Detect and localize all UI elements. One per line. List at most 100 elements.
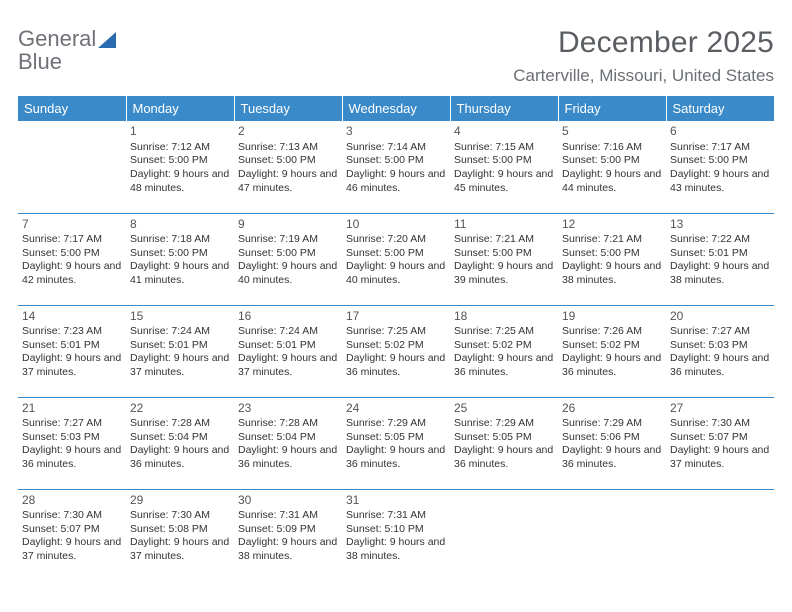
calendar-day-cell: 21Sunrise: 7:27 AMSunset: 5:03 PMDayligh… <box>18 397 126 489</box>
sunset-text: Sunset: 5:02 PM <box>454 339 554 353</box>
sunset-text: Sunset: 5:00 PM <box>238 247 338 261</box>
day-number: 14 <box>22 309 122 325</box>
day-number: 22 <box>130 401 230 417</box>
sunrise-text: Sunrise: 7:28 AM <box>238 417 338 431</box>
sunrise-text: Sunrise: 7:25 AM <box>454 325 554 339</box>
day-number: 31 <box>346 493 446 509</box>
calendar-day-cell: 28Sunrise: 7:30 AMSunset: 5:07 PMDayligh… <box>18 489 126 581</box>
daylight-text: Daylight: 9 hours and 37 minutes. <box>238 352 338 379</box>
calendar-day-cell: 12Sunrise: 7:21 AMSunset: 5:00 PMDayligh… <box>558 213 666 305</box>
day-number: 15 <box>130 309 230 325</box>
daylight-text: Daylight: 9 hours and 36 minutes. <box>22 444 122 471</box>
calendar-day-cell: 19Sunrise: 7:26 AMSunset: 5:02 PMDayligh… <box>558 305 666 397</box>
sunrise-text: Sunrise: 7:28 AM <box>130 417 230 431</box>
sunrise-text: Sunrise: 7:17 AM <box>22 233 122 247</box>
daylight-text: Daylight: 9 hours and 40 minutes. <box>238 260 338 287</box>
calendar-week-row: 7Sunrise: 7:17 AMSunset: 5:00 PMDaylight… <box>18 213 774 305</box>
calendar-day-cell: 16Sunrise: 7:24 AMSunset: 5:01 PMDayligh… <box>234 305 342 397</box>
sunset-text: Sunset: 5:00 PM <box>454 247 554 261</box>
calendar-day-cell: 14Sunrise: 7:23 AMSunset: 5:01 PMDayligh… <box>18 305 126 397</box>
daylight-text: Daylight: 9 hours and 44 minutes. <box>562 168 662 195</box>
sunrise-text: Sunrise: 7:24 AM <box>238 325 338 339</box>
brand-name-blue: Blue <box>18 49 62 74</box>
day-number: 28 <box>22 493 122 509</box>
sunrise-text: Sunrise: 7:21 AM <box>562 233 662 247</box>
daylight-text: Daylight: 9 hours and 42 minutes. <box>22 260 122 287</box>
calendar-day-cell: 24Sunrise: 7:29 AMSunset: 5:05 PMDayligh… <box>342 397 450 489</box>
day-number: 24 <box>346 401 446 417</box>
daylight-text: Daylight: 9 hours and 36 minutes. <box>238 444 338 471</box>
sunset-text: Sunset: 5:07 PM <box>670 431 770 445</box>
calendar-day-cell: 11Sunrise: 7:21 AMSunset: 5:00 PMDayligh… <box>450 213 558 305</box>
sunrise-text: Sunrise: 7:27 AM <box>22 417 122 431</box>
sunrise-text: Sunrise: 7:31 AM <box>238 509 338 523</box>
calendar-day-cell: 7Sunrise: 7:17 AMSunset: 5:00 PMDaylight… <box>18 213 126 305</box>
calendar-day-cell: 4Sunrise: 7:15 AMSunset: 5:00 PMDaylight… <box>450 121 558 213</box>
calendar-day-cell <box>18 121 126 213</box>
day-number: 16 <box>238 309 338 325</box>
sunset-text: Sunset: 5:01 PM <box>670 247 770 261</box>
calendar-day-cell: 5Sunrise: 7:16 AMSunset: 5:00 PMDaylight… <box>558 121 666 213</box>
sunrise-text: Sunrise: 7:30 AM <box>22 509 122 523</box>
sunset-text: Sunset: 5:00 PM <box>670 154 770 168</box>
sunrise-text: Sunrise: 7:31 AM <box>346 509 446 523</box>
sunrise-text: Sunrise: 7:17 AM <box>670 141 770 155</box>
sunrise-text: Sunrise: 7:27 AM <box>670 325 770 339</box>
daylight-text: Daylight: 9 hours and 47 minutes. <box>238 168 338 195</box>
daylight-text: Daylight: 9 hours and 48 minutes. <box>130 168 230 195</box>
day-number: 25 <box>454 401 554 417</box>
calendar-day-cell: 30Sunrise: 7:31 AMSunset: 5:09 PMDayligh… <box>234 489 342 581</box>
daylight-text: Daylight: 9 hours and 38 minutes. <box>670 260 770 287</box>
daylight-text: Daylight: 9 hours and 36 minutes. <box>562 444 662 471</box>
calendar-day-cell: 22Sunrise: 7:28 AMSunset: 5:04 PMDayligh… <box>126 397 234 489</box>
calendar-day-cell <box>450 489 558 581</box>
sunset-text: Sunset: 5:05 PM <box>454 431 554 445</box>
sunrise-text: Sunrise: 7:15 AM <box>454 141 554 155</box>
calendar-day-cell <box>666 489 774 581</box>
daylight-text: Daylight: 9 hours and 38 minutes. <box>562 260 662 287</box>
sunrise-text: Sunrise: 7:18 AM <box>130 233 230 247</box>
sunrise-text: Sunrise: 7:21 AM <box>454 233 554 247</box>
day-number: 26 <box>562 401 662 417</box>
sunrise-text: Sunrise: 7:26 AM <box>562 325 662 339</box>
sunset-text: Sunset: 5:10 PM <box>346 523 446 537</box>
day-number: 4 <box>454 124 554 140</box>
day-number: 27 <box>670 401 770 417</box>
sunset-text: Sunset: 5:01 PM <box>130 339 230 353</box>
day-number: 7 <box>22 217 122 233</box>
calendar-day-cell: 13Sunrise: 7:22 AMSunset: 5:01 PMDayligh… <box>666 213 774 305</box>
daylight-text: Daylight: 9 hours and 43 minutes. <box>670 168 770 195</box>
sunrise-text: Sunrise: 7:24 AM <box>130 325 230 339</box>
calendar-day-cell: 6Sunrise: 7:17 AMSunset: 5:00 PMDaylight… <box>666 121 774 213</box>
daylight-text: Daylight: 9 hours and 36 minutes. <box>130 444 230 471</box>
day-number: 30 <box>238 493 338 509</box>
sunrise-text: Sunrise: 7:29 AM <box>562 417 662 431</box>
sunset-text: Sunset: 5:00 PM <box>130 154 230 168</box>
calendar-day-cell: 15Sunrise: 7:24 AMSunset: 5:01 PMDayligh… <box>126 305 234 397</box>
daylight-text: Daylight: 9 hours and 36 minutes. <box>670 352 770 379</box>
daylight-text: Daylight: 9 hours and 46 minutes. <box>346 168 446 195</box>
calendar-day-cell: 20Sunrise: 7:27 AMSunset: 5:03 PMDayligh… <box>666 305 774 397</box>
page-title: December 2025 <box>513 26 774 60</box>
sunrise-text: Sunrise: 7:23 AM <box>22 325 122 339</box>
day-number: 9 <box>238 217 338 233</box>
brand-logo: General Blue <box>18 26 116 74</box>
day-number: 3 <box>346 124 446 140</box>
sunrise-text: Sunrise: 7:30 AM <box>670 417 770 431</box>
brand-name-gray: General <box>18 26 96 51</box>
sunset-text: Sunset: 5:01 PM <box>22 339 122 353</box>
calendar-day-cell: 1Sunrise: 7:12 AMSunset: 5:00 PMDaylight… <box>126 121 234 213</box>
day-number: 2 <box>238 124 338 140</box>
calendar-day-cell: 26Sunrise: 7:29 AMSunset: 5:06 PMDayligh… <box>558 397 666 489</box>
sunset-text: Sunset: 5:06 PM <box>562 431 662 445</box>
calendar-day-cell <box>558 489 666 581</box>
sunset-text: Sunset: 5:00 PM <box>22 247 122 261</box>
daylight-text: Daylight: 9 hours and 37 minutes. <box>22 352 122 379</box>
calendar-day-cell: 9Sunrise: 7:19 AMSunset: 5:00 PMDaylight… <box>234 213 342 305</box>
daylight-text: Daylight: 9 hours and 36 minutes. <box>454 444 554 471</box>
day-number: 29 <box>130 493 230 509</box>
calendar-day-cell: 10Sunrise: 7:20 AMSunset: 5:00 PMDayligh… <box>342 213 450 305</box>
day-number: 1 <box>130 124 230 140</box>
daylight-text: Daylight: 9 hours and 40 minutes. <box>346 260 446 287</box>
day-number: 5 <box>562 124 662 140</box>
